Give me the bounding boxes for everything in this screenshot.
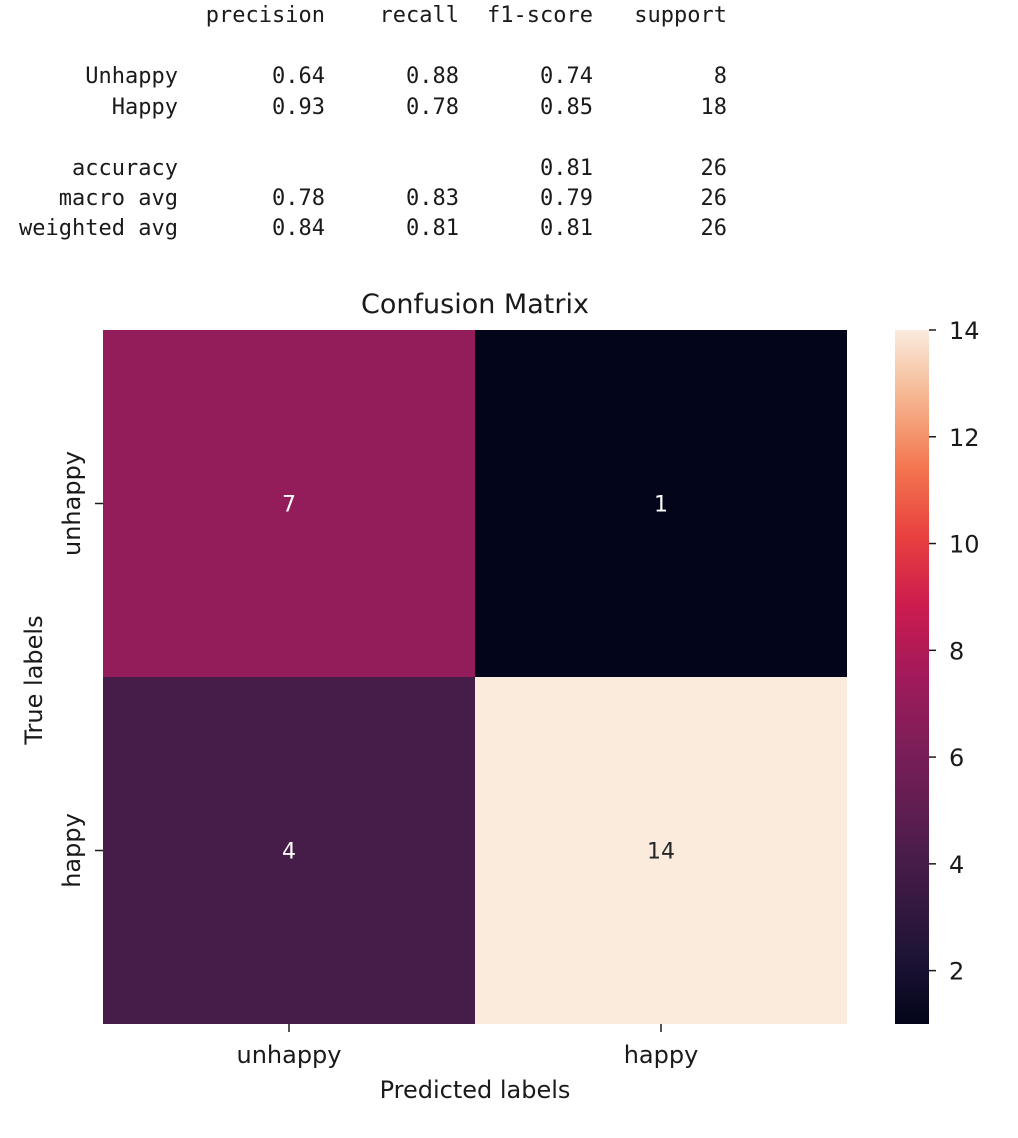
colorbar-tick-label: 10	[949, 531, 980, 559]
report-cell-precision: 0.64	[272, 64, 325, 89]
report-row-label: macro avg	[58, 186, 178, 211]
cell-value-label: 1	[654, 493, 668, 518]
x-axis-ticks: unhappy happy	[236, 1024, 698, 1069]
report-cell-f1: 0.81	[540, 156, 593, 181]
report-header-precision: precision	[205, 3, 325, 28]
heatmap-cells	[103, 330, 847, 1024]
colorbar-tick-label: 2	[949, 958, 964, 986]
colorbar-tick-label: 8	[949, 637, 964, 665]
colorbar-ticks: 2 4 6 8 10 12 14	[929, 317, 980, 986]
colorbar	[895, 330, 929, 1024]
report-row-label: weighted avg	[19, 216, 178, 241]
report-cell-support: 26	[700, 186, 728, 211]
heatmap-cell-unhappy-unhappy	[103, 330, 475, 677]
heatmap-cell-happy-happy	[475, 677, 847, 1024]
heatmap-annotations: 7 14 14	[282, 493, 675, 865]
report-cell-recall: 0.88	[406, 64, 459, 89]
heatmap-cell-happy-unhappy	[103, 677, 475, 1024]
report-cell-precision: 0.78	[272, 186, 325, 211]
report-cell-f1: 0.85	[540, 95, 593, 120]
report-header-support: support	[634, 3, 727, 28]
report-cell-precision: 0.84	[272, 216, 325, 241]
x-axis-label: Predicted labels	[380, 1076, 571, 1104]
chart-title: Confusion Matrix	[361, 289, 589, 320]
cell-value-label: 4	[282, 840, 296, 865]
report-cell-recall: 0.81	[406, 216, 459, 241]
y-axis-ticks: unhappy happy	[58, 451, 103, 888]
report-cell-f1: 0.79	[540, 186, 593, 211]
report-cell-recall: 0.83	[406, 186, 459, 211]
report-cell-support: 26	[700, 216, 728, 241]
cell-value-label: 7	[282, 493, 296, 518]
y-tick-label: unhappy	[58, 451, 86, 556]
report-row-label: accuracy	[72, 156, 178, 181]
y-tick-label: happy	[58, 813, 86, 888]
report-cell-support: 8	[713, 64, 727, 89]
x-tick-label: happy	[624, 1041, 699, 1069]
report-cell-support: 18	[700, 95, 728, 120]
report-row-label: Unhappy	[85, 64, 178, 89]
report-cell-f1: 0.74	[540, 64, 593, 89]
classification-report: precision recall f1-score support Unhappy 0.6…	[0, 0, 760, 260]
report-cell-recall: 0.78	[406, 95, 459, 120]
report-header-recall: recall	[379, 3, 459, 28]
report-row-label: Happy	[111, 95, 178, 120]
report-cell-f1: 0.81	[540, 216, 593, 241]
report-cell-support: 26	[700, 156, 728, 181]
x-tick-label: unhappy	[236, 1041, 341, 1069]
heatmap-cell-unhappy-happy	[475, 330, 847, 677]
colorbar-tick-label: 14	[949, 317, 980, 345]
colorbar-tick-label: 12	[949, 424, 980, 452]
colorbar-tick-label: 4	[949, 851, 964, 879]
colorbar-tick-label: 6	[949, 744, 964, 772]
cell-value-label: 14	[647, 840, 675, 865]
y-axis-label: True labels	[20, 615, 48, 745]
report-header-f1-score: f1-score	[487, 3, 593, 28]
report-cell-precision: 0.93	[272, 95, 325, 120]
